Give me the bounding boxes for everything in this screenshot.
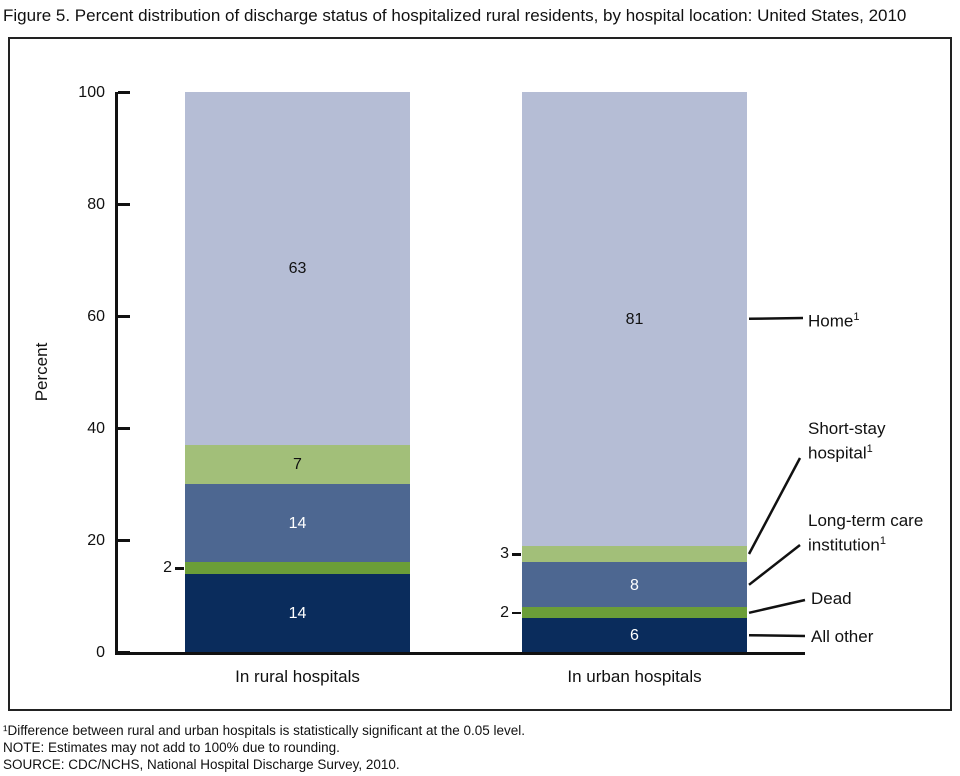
legend-label-home: Home1 bbox=[808, 311, 860, 331]
bar-value-label: 7 bbox=[293, 456, 302, 474]
chart-frame bbox=[8, 37, 952, 711]
bar-segment-in-rural-hospitals-all-other bbox=[185, 573, 410, 652]
y-tick bbox=[118, 203, 130, 206]
y-tick bbox=[118, 651, 130, 654]
bar-segment-in-rural-hospitals-home bbox=[185, 92, 410, 445]
y-tick bbox=[118, 315, 130, 318]
bar-segment-in-rural-hospitals-long-term-care-institution bbox=[185, 484, 410, 563]
bar-value-label: 3 bbox=[500, 545, 509, 562]
y-tick-label: 20 bbox=[87, 532, 105, 549]
footnotes: ¹Difference between rural and urban hosp… bbox=[3, 722, 525, 773]
y-tick-label: 100 bbox=[78, 84, 105, 101]
bar-segment-in-rural-hospitals-dead bbox=[185, 562, 410, 574]
bar-segment-in-rural-hospitals-short-stay-hospital bbox=[185, 444, 410, 484]
leader-line-home bbox=[748, 316, 804, 321]
y-axis-line bbox=[115, 92, 118, 655]
bar-value-label: 8 bbox=[630, 576, 639, 594]
bar-segment-in-urban-hospitals-all-other bbox=[522, 618, 747, 652]
value-tick-dash bbox=[175, 567, 184, 570]
x-category-label: In urban hospitals bbox=[567, 667, 702, 686]
leader-line-long-term-care-institution bbox=[748, 544, 801, 586]
legend-label-short-stay-hospital: Short-stay hospital1 bbox=[808, 419, 886, 463]
footnote-significance: ¹Difference between rural and urban hosp… bbox=[3, 723, 526, 738]
y-tick bbox=[118, 427, 130, 430]
bar-segment-in-urban-hospitals-long-term-care-institution bbox=[522, 562, 747, 608]
footnote-note: NOTE: Estimates may not add to 100% due … bbox=[3, 740, 340, 755]
y-tick-label: 80 bbox=[87, 196, 105, 213]
footnote-source: SOURCE: CDC/NCHS, National Hospital Disc… bbox=[3, 757, 400, 772]
bar-value-label: 14 bbox=[288, 604, 307, 622]
bar-segment-in-urban-hospitals-home bbox=[522, 92, 747, 546]
y-tick-label: 0 bbox=[96, 644, 105, 661]
bar-value-label: 63 bbox=[288, 260, 307, 278]
legend-label-all-other: All other bbox=[811, 627, 874, 646]
y-tick-label: 40 bbox=[87, 420, 105, 437]
bar-value-label: 14 bbox=[288, 515, 307, 533]
bar-value-label: 81 bbox=[625, 310, 644, 328]
leader-line-dead bbox=[748, 598, 806, 615]
y-tick bbox=[118, 91, 130, 94]
bar-segment-in-urban-hospitals-dead bbox=[522, 607, 747, 619]
legend-label-dead: Dead bbox=[811, 589, 852, 608]
bar-value-label: 6 bbox=[630, 627, 639, 645]
y-tick bbox=[118, 539, 130, 542]
bar-value-label: 2 bbox=[500, 603, 509, 621]
bar-value-label: 2 bbox=[163, 559, 172, 576]
leader-line-short-stay-hospital bbox=[747, 457, 802, 555]
x-axis-line bbox=[115, 652, 805, 655]
value-tick-dash bbox=[512, 611, 521, 615]
y-tick-label: 60 bbox=[87, 308, 105, 325]
leader-line-all-other bbox=[748, 633, 806, 638]
legend-label-long-term-care-institution: Long-term care institution1 bbox=[808, 511, 924, 555]
figure-title: Figure 5. Percent distribution of discha… bbox=[3, 6, 907, 25]
x-category-label: In rural hospitals bbox=[235, 667, 360, 686]
bar-segment-in-urban-hospitals-short-stay-hospital bbox=[522, 545, 747, 563]
value-tick-dash bbox=[512, 553, 521, 556]
